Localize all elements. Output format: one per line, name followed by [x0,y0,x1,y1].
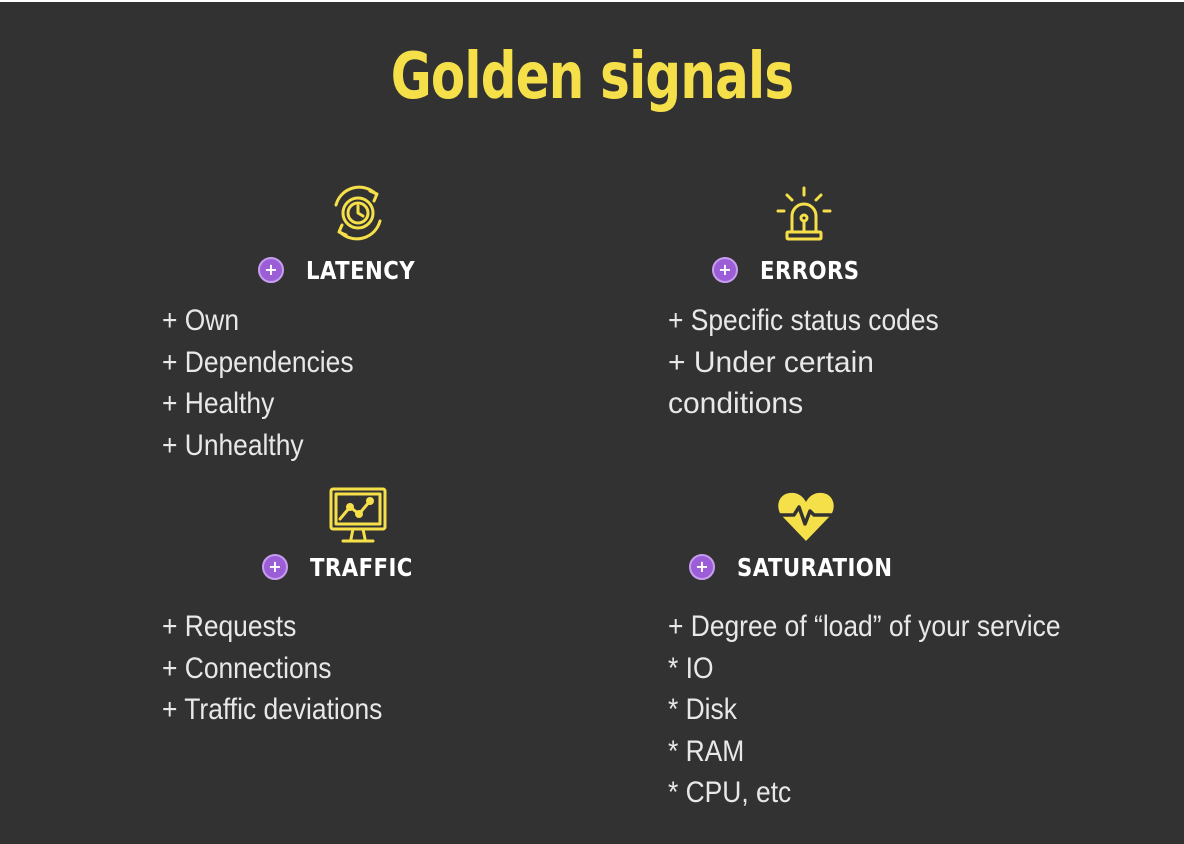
alarm-siren-icon [772,182,836,246]
slide-title: Golden signals [390,40,794,114]
traffic-heading-label: TRAFFIC [310,552,413,582]
list-item: + Requests [162,610,297,643]
latency-heading-label: LATENCY [306,255,416,285]
clock-refresh-icon [326,181,390,245]
list-item: + Unhealthy [162,428,304,462]
list-item: + Degree of “load” of your service [668,610,1061,643]
list-item: + Under certain conditions [668,345,874,421]
traffic-heading: + TRAFFIC [262,549,431,585]
monitor-chart-icon [326,484,390,548]
errors-badge: + [712,257,738,283]
saturation-heading: + SATURATION [689,549,920,585]
errors-heading: + ERRORS [712,252,877,288]
latency-list: + Own + Dependencies + Healthy + Unhealt… [162,300,380,466]
saturation-list: + Degree of “load” of your service * IO … [668,606,1114,814]
list-item: * IO [668,651,714,685]
latency-badge: + [258,257,284,283]
list-item: + Healthy [162,387,275,420]
latency-heading: + LATENCY [258,252,434,288]
list-item: + Connections [162,651,332,685]
list-item: * Disk [668,693,737,726]
saturation-heading-label: SATURATION [737,552,893,582]
traffic-list: + Requests + Connections + Traffic devia… [162,606,412,731]
heart-pulse-icon [774,484,838,548]
list-item: + Traffic deviations [162,693,383,726]
saturation-badge: + [689,554,715,580]
errors-heading-label: ERRORS [760,255,860,285]
list-item: + Dependencies [162,345,354,379]
errors-list: + Specific status codes + Under certain … [668,300,976,425]
list-item: + Own [162,304,240,337]
list-item: + Specific status codes [668,304,939,337]
traffic-badge: + [262,554,288,580]
list-item: * RAM [668,734,745,768]
list-item: * CPU, etc [668,776,792,809]
